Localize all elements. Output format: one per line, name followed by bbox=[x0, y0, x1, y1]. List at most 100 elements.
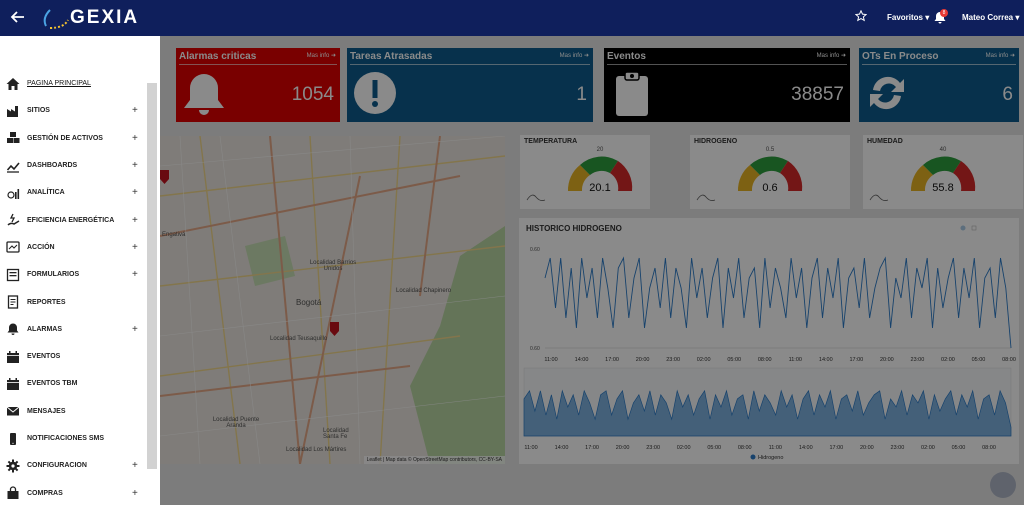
exclamation-icon bbox=[354, 72, 396, 114]
sidebar-item-dashboards[interactable]: DASHBOARDS + bbox=[0, 152, 147, 179]
navigator-x-tick-label: 11:00 bbox=[524, 445, 537, 451]
gauge-value: 20.1 bbox=[589, 182, 610, 194]
sidebar-item-label: SITIOS bbox=[27, 107, 50, 115]
star-icon[interactable] bbox=[855, 10, 867, 22]
x-tick-label: 05:00 bbox=[972, 357, 986, 363]
more-info-link[interactable]: Mas info ➜ bbox=[306, 53, 336, 59]
report-icon bbox=[7, 295, 19, 309]
kpi-card-eventos[interactable]: Eventos Mas info ➜ 38857 bbox=[604, 48, 850, 122]
kpi-card-ots-en-proceso[interactable]: OTs En Proceso Mas info ➜ 6 bbox=[859, 48, 1019, 122]
user-menu[interactable]: Mateo Correa ▾ bbox=[962, 13, 1020, 22]
expand-plus-icon[interactable]: + bbox=[132, 187, 138, 199]
navigator-x-tick-label: 14:00 bbox=[799, 445, 813, 451]
sidebar-item-sitios[interactable]: SITIOS + bbox=[0, 97, 147, 124]
navigator-x-tick-label: 08:00 bbox=[738, 445, 752, 451]
sidebar-item-eventos[interactable]: EVENTOS bbox=[0, 343, 147, 370]
sidebar-item-label: FORMULARIOS bbox=[27, 271, 80, 279]
sidebar-item-mensajes[interactable]: MENSAJES bbox=[0, 398, 147, 425]
x-tick-label: 05:00 bbox=[727, 357, 741, 363]
gauge-card-temperatura: TEMPERATURA 20 20.1 bbox=[520, 135, 650, 209]
sidebar-item-label: EVENTOS TBM bbox=[27, 380, 78, 388]
sidebar-item-alarmas[interactable]: ALARMAS + bbox=[0, 316, 147, 343]
more-info-label: Mas info bbox=[559, 53, 583, 59]
expand-plus-icon[interactable]: + bbox=[132, 105, 138, 117]
x-tick-label: 14:00 bbox=[575, 357, 589, 363]
sidebar-item-label: CONFIGURACION bbox=[27, 462, 87, 470]
bell-icon bbox=[7, 323, 19, 336]
sidebar-item-label: ALARMAS bbox=[27, 325, 62, 333]
gauge-title: HIDROGENO bbox=[694, 138, 738, 145]
gauge-value: 55.8 bbox=[932, 182, 953, 194]
legend-item-hidrogeno[interactable]: Hidrogeno bbox=[758, 455, 783, 461]
mobile-icon bbox=[10, 432, 16, 445]
navigator-x-tick-label: 20:00 bbox=[616, 445, 630, 451]
map-label: Localidad Los Mártires bbox=[286, 447, 347, 453]
kpi-card-tareas-atrasadas[interactable]: Tareas Atrasadas Mas info ➜ 1 bbox=[347, 48, 593, 122]
home-zoom-icon[interactable] bbox=[971, 225, 977, 231]
more-info-link[interactable]: Mas info ➜ bbox=[985, 53, 1015, 59]
x-tick-label: 08:00 bbox=[758, 357, 772, 363]
gauge-dial: 0.5 0.6 bbox=[737, 147, 803, 194]
expand-plus-icon[interactable]: + bbox=[132, 460, 138, 472]
gauge-max-label: 20 bbox=[597, 147, 604, 153]
map-label: Engativá bbox=[162, 232, 186, 238]
sidebar-item-analítica[interactable]: ANALÍTICA + bbox=[0, 179, 147, 206]
sidebar-item-formularios[interactable]: FORMULARIOS + bbox=[0, 261, 147, 288]
expand-plus-icon[interactable]: + bbox=[132, 323, 138, 335]
sidebar-item-label: ANALÍTICA bbox=[27, 189, 65, 197]
navigator-x-tick-label: 05:00 bbox=[952, 445, 966, 451]
zoom-in-icon[interactable] bbox=[960, 225, 966, 231]
series-line-hidrogeno[interactable] bbox=[544, 256, 1012, 349]
sidebar-item-label: DASHBOARDS bbox=[27, 162, 78, 170]
modal-overlay[interactable] bbox=[0, 36, 1024, 505]
expand-plus-icon[interactable]: + bbox=[132, 160, 138, 172]
sidebar-scrollbar[interactable] bbox=[147, 83, 157, 469]
map-label: Localidad Teusaquillo bbox=[270, 336, 328, 342]
x-tick-label: 20:00 bbox=[636, 357, 650, 363]
sidebar-item-notificaciones-sms[interactable]: NOTIFICACIONES SMS bbox=[0, 425, 147, 452]
kpi-value: 1054 bbox=[291, 84, 334, 105]
chat-avatar[interactable] bbox=[990, 472, 1016, 498]
more-info-label: Mas info bbox=[985, 53, 1009, 59]
map-label: Bogotá bbox=[296, 298, 322, 307]
x-tick-label: 17:00 bbox=[849, 357, 863, 363]
sidebar-item-configuracion[interactable]: CONFIGURACION + bbox=[0, 452, 147, 479]
brand-name: GEXIA bbox=[70, 7, 140, 28]
envelope-icon bbox=[6, 406, 20, 416]
navigator-x-tick-label: 23:00 bbox=[891, 445, 905, 451]
sidebar-item-reportes[interactable]: REPORTES bbox=[0, 288, 147, 315]
sidebar-item-label: REPORTES bbox=[27, 298, 66, 306]
map-attribution: Leaflet | Map data © OpenStreetMap contr… bbox=[363, 456, 505, 464]
navigator-x-tick-label: 02:00 bbox=[677, 445, 691, 451]
action-icon bbox=[6, 241, 20, 254]
more-info-link[interactable]: Mas info ➜ bbox=[559, 53, 589, 59]
expand-plus-icon[interactable]: + bbox=[132, 269, 138, 281]
chart-title: HISTORICO HIDROGENO bbox=[526, 224, 622, 233]
back-arrow-icon[interactable] bbox=[10, 9, 26, 25]
sidebar-item-gestión-de-activos[interactable]: GESTIÓN DE ACTIVOS + bbox=[0, 125, 147, 152]
sparkline-icon bbox=[869, 194, 889, 201]
expand-plus-icon[interactable]: + bbox=[132, 487, 138, 499]
expand-plus-icon[interactable]: + bbox=[132, 214, 138, 226]
more-info-link[interactable]: Mas info ➜ bbox=[816, 53, 846, 59]
sidebar-item-pagina-principal[interactable]: PAGINA PRINCIPAL bbox=[0, 70, 147, 97]
sidebar-item-acción[interactable]: ACCIÓN + bbox=[0, 234, 147, 261]
favorites-menu[interactable]: Favoritos ▾ bbox=[887, 13, 930, 22]
history-chart[interactable]: 0.60 0.60 11:00 14:00 17:00 20:00 23:00 02:00 05… bbox=[519, 218, 1019, 464]
expand-plus-icon[interactable]: + bbox=[132, 241, 138, 253]
navigator-x-tick-label: 14:00 bbox=[555, 445, 569, 451]
cubes-icon bbox=[7, 132, 20, 144]
x-tick-label: 08:00 bbox=[1002, 357, 1016, 363]
map[interactable]: Localidad Barrios Unidos Bogotá Localida… bbox=[160, 136, 505, 464]
kpi-card-alarmas-criticas[interactable]: Alarmas criticas Mas info ➜ 1054 bbox=[176, 48, 340, 122]
gauge-dial: 20 20.1 bbox=[567, 147, 633, 194]
x-tick-label: 02:00 bbox=[941, 357, 955, 363]
expand-plus-icon[interactable]: + bbox=[132, 132, 138, 144]
sidebar-item-eventos-tbm[interactable]: EVENTOS TBM bbox=[0, 370, 147, 397]
favorites-label: Favoritos bbox=[887, 13, 924, 22]
sidebar-item-eficiencia-energética[interactable]: EFICIENCIA ENERGÉTICA + bbox=[0, 206, 147, 233]
kpi-divider bbox=[350, 64, 590, 65]
gauge-max-label: 0.5 bbox=[766, 147, 775, 153]
sidebar-item-compras[interactable]: COMPRAS + bbox=[0, 479, 147, 505]
factory-icon bbox=[7, 105, 18, 117]
